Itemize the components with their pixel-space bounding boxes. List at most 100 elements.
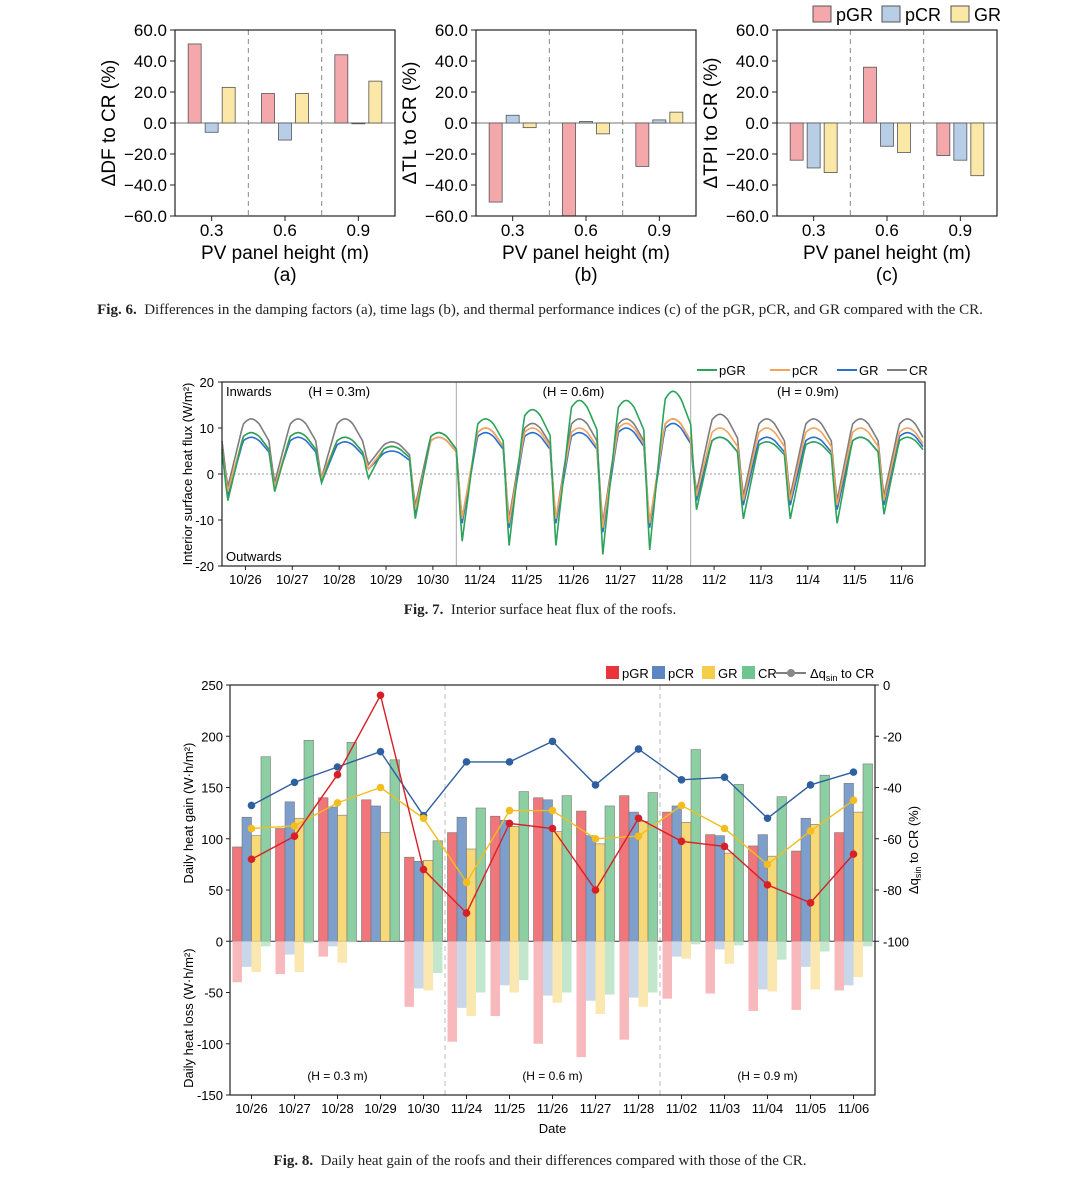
loss-bar-pGR-11/26 — [533, 941, 543, 1044]
y-tick-label: −20.0 — [425, 145, 468, 164]
y-tick-label: 60.0 — [134, 21, 167, 40]
x-tick-label: 10/29 — [364, 1101, 397, 1116]
loss-bar-GR-11/28 — [638, 941, 648, 1007]
y2-axis-title: Δqsin to CR (%) — [906, 806, 923, 894]
loss-bar-GR-10/28 — [337, 941, 347, 963]
bar-pCR-0.3 — [204, 122, 219, 133]
bar-pGR-0.3 — [789, 122, 804, 161]
fig6c-panel: 60.0 40.0 20.0 0.0 −20.0 −40.0 −60.0 0.3 0.6 0.9 P… — [701, 21, 998, 286]
gain-bar-CR-10/26 — [260, 756, 271, 942]
legend-label-pCR: pCR — [905, 5, 941, 25]
fig7-legend: pGR pCR GR CR — [697, 363, 928, 378]
loss-bar-GR-10/26 — [251, 941, 261, 972]
y-tick-label: 250 — [201, 678, 223, 693]
loss-bar-pGR-10/27 — [275, 941, 285, 975]
gain-bar-pGR-11/24 — [447, 832, 458, 942]
x-tick-label: 10/27 — [276, 572, 309, 587]
loss-bar-pGR-11/25 — [490, 941, 500, 1017]
y-tick-label: −20.0 — [124, 145, 167, 164]
x-axis-title: Date — [539, 1121, 566, 1136]
delta-point-pCR-11/26 — [548, 737, 557, 746]
x-tick-label: 0.6 — [875, 221, 899, 240]
gain-bar-pCR-10/30 — [413, 861, 424, 942]
gain-bar-pGR-10/26 — [232, 846, 243, 942]
delta-point-pGR-11/05 — [806, 899, 815, 907]
height-annotation-2: (H = 0.6 m) — [522, 1069, 582, 1083]
legend-swatch-GR — [702, 666, 715, 679]
gain-bar-CR-10/28 — [346, 742, 357, 942]
loss-bar-GR-11/03 — [724, 941, 734, 964]
delta-point-GR-11/26 — [548, 806, 557, 815]
legend-label-pGR: pGR — [622, 666, 649, 681]
y2-tick-label: -80 — [883, 883, 902, 898]
x-tick-label: 11/27 — [580, 1101, 612, 1116]
legend-swatch-pGR — [606, 666, 619, 679]
x-tick-label: 10/28 — [323, 572, 356, 587]
x-tick-label: 10/26 — [235, 1101, 268, 1116]
loss-bar-GR-11/25 — [509, 941, 519, 993]
fig8-plot: 250 200 150 100 50 0 -50 -100 -150 0 -20 -40 -60 -80 -… — [181, 678, 923, 1136]
bar-pCR-0.9 — [652, 119, 667, 124]
loss-bar-CR-11/28 — [648, 941, 658, 993]
loss-bar-pCR-11/25 — [500, 941, 510, 986]
loss-bar-pGR-10/30 — [404, 941, 414, 1007]
delta-point-pGR-10/28 — [333, 770, 342, 779]
y-tick-label: 150 — [201, 781, 223, 796]
bar-GR-0.9 — [970, 122, 985, 177]
gain-bar-GR-11/06 — [853, 811, 864, 942]
bar-GR-0.6 — [897, 122, 911, 153]
y-tick-label: 50 — [209, 883, 223, 898]
loss-bar-pCR-11/27 — [586, 941, 596, 1001]
bar-pCR-0.3 — [505, 114, 520, 124]
loss-bar-GR-10/27 — [294, 941, 304, 972]
gain-bar-pGR-11/03 — [705, 834, 716, 942]
gain-bar-pGR-11/27 — [576, 810, 587, 942]
fig6b-panel: 60.0 40.0 20.0 0.0 −20.0 −40.0 −60.0 0.3 0.6 0.9 P… — [400, 21, 697, 286]
x-tick-label: 10/28 — [321, 1101, 354, 1116]
x-tick-label: 10/29 — [370, 572, 403, 587]
series-line-pGR — [221, 390, 924, 555]
x-tick-label: 11/28 — [623, 1101, 655, 1116]
x-tick-label: 11/3 — [749, 572, 773, 587]
legend-delta-sub: sin — [826, 673, 838, 683]
gain-bar-pGR-11/04 — [748, 845, 759, 942]
gain-bar-GR-11/04 — [767, 855, 778, 942]
loss-bar-CR-10/28 — [347, 941, 357, 943]
loss-bar-GR-11/26 — [552, 941, 562, 1003]
x-tick-label: 0.6 — [574, 221, 598, 240]
y-axis-title-loss: Daily heat loss (W·h/m²) — [181, 948, 196, 1087]
gain-bar-CR-11/27 — [604, 805, 615, 942]
loss-bar-CR-10/27 — [304, 941, 314, 944]
gain-bar-pCR-11/03 — [714, 835, 725, 942]
bar-GR-0.6 — [295, 93, 309, 124]
legend-swatch-GR — [950, 5, 970, 23]
x-tick-label: 11/6 — [889, 572, 913, 587]
bar-pGR-0.3 — [187, 43, 202, 124]
gain-bar-CR-11/25 — [518, 791, 529, 942]
legend-delta-tail: to CR — [837, 666, 874, 681]
delta-point-pGR-11/06 — [849, 850, 858, 858]
y-tick-label: −40.0 — [124, 176, 167, 195]
gain-bar-CR-11/04 — [776, 796, 787, 942]
delta-point-pGR-11/04 — [763, 881, 772, 889]
gain-bar-pGR-10/28 — [318, 797, 329, 942]
y-tick-label: 200 — [201, 729, 223, 744]
gain-bar-CR-11/28 — [647, 792, 658, 942]
loss-bar-pGR-11/03 — [705, 941, 715, 994]
gain-bar-GR-10/26 — [251, 835, 262, 942]
delta-point-GR-11/02 — [677, 801, 686, 810]
loss-bar-pCR-11/05 — [801, 941, 811, 967]
panel-label: (c) — [876, 265, 898, 286]
delta-point-GR-11/03 — [720, 824, 729, 833]
loss-bar-pGR-11/05 — [791, 941, 801, 1010]
y-tick-label: 0 — [216, 934, 223, 949]
bar-pCR-0.6 — [880, 122, 894, 147]
y-tick-label: 20.0 — [435, 83, 468, 102]
loss-bar-CR-11/06 — [863, 941, 873, 947]
y-tick-label: 0.0 — [745, 114, 769, 133]
loss-bar-pCR-10/28 — [328, 941, 338, 947]
y-axis-title: Interior surface heat flux (W/m²) — [180, 383, 195, 566]
y-tick-label: −40.0 — [726, 176, 769, 195]
gain-bar-pCR-10/26 — [241, 816, 252, 942]
y-tick-label: -150 — [197, 1088, 223, 1103]
